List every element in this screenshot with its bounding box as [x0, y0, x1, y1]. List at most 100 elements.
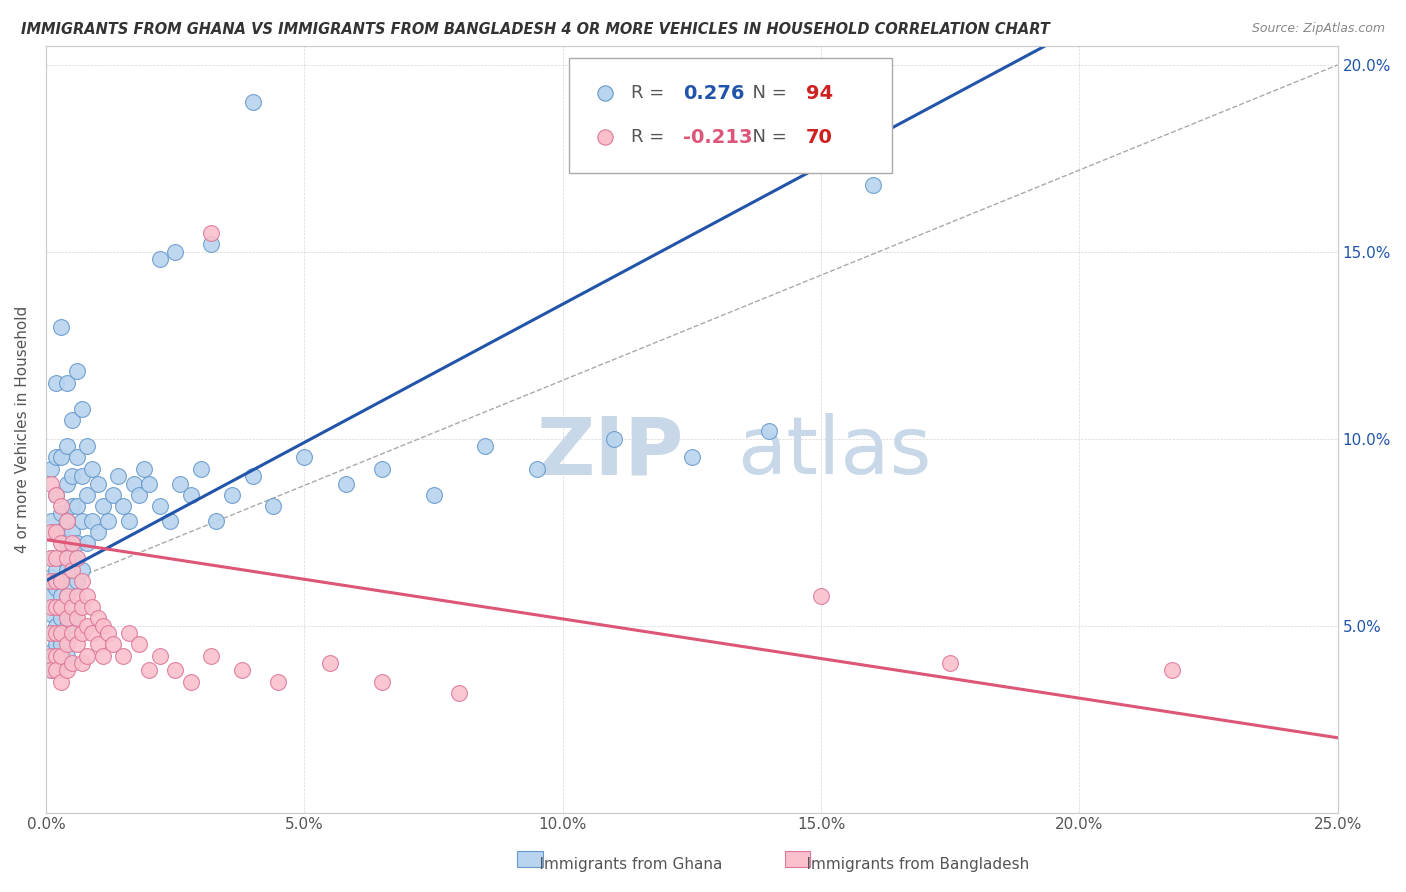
Point	[242, 469, 264, 483]
Point	[70, 626, 93, 640]
Point	[242, 95, 264, 110]
Point	[45, 525, 67, 540]
Point	[82, 514, 104, 528]
Point	[66, 589, 89, 603]
Text: 70: 70	[806, 128, 832, 146]
Point	[39, 525, 62, 540]
Point	[66, 637, 89, 651]
Point	[862, 178, 884, 192]
Point	[128, 488, 150, 502]
Point	[70, 563, 93, 577]
Point	[758, 424, 780, 438]
Point	[82, 461, 104, 475]
Point	[55, 589, 77, 603]
Point	[55, 514, 77, 528]
Point	[45, 648, 67, 663]
Point	[39, 664, 62, 678]
Point	[91, 648, 114, 663]
Point	[70, 656, 93, 670]
Point	[39, 461, 62, 475]
Point	[117, 514, 139, 528]
Point	[60, 536, 83, 550]
Point	[66, 536, 89, 550]
Point	[101, 637, 124, 651]
Point	[39, 574, 62, 588]
Text: Immigrants from Ghana: Immigrants from Ghana	[520, 857, 723, 872]
Point	[51, 626, 73, 640]
Text: N =: N =	[741, 84, 793, 103]
Point	[39, 514, 62, 528]
Point	[371, 461, 394, 475]
Point	[180, 488, 202, 502]
Point	[55, 439, 77, 453]
Point	[149, 252, 172, 267]
Point	[60, 469, 83, 483]
Point	[66, 499, 89, 513]
Point	[86, 637, 108, 651]
Point	[267, 674, 290, 689]
Point	[681, 450, 703, 465]
Point	[39, 551, 62, 566]
Point	[45, 599, 67, 614]
Point	[335, 476, 357, 491]
Point	[55, 551, 77, 566]
Point	[51, 551, 73, 566]
Point	[51, 611, 73, 625]
Point	[200, 226, 222, 240]
Point	[60, 413, 83, 427]
Point	[138, 476, 160, 491]
Point	[60, 581, 83, 595]
Point	[55, 618, 77, 632]
Point	[86, 611, 108, 625]
Text: atlas: atlas	[737, 413, 931, 491]
Point	[91, 499, 114, 513]
Point	[70, 574, 93, 588]
Text: R =: R =	[631, 128, 671, 146]
Point	[70, 599, 93, 614]
Point	[603, 432, 626, 446]
Point	[97, 626, 120, 640]
Point	[51, 507, 73, 521]
Point	[122, 476, 145, 491]
Point	[45, 376, 67, 390]
Point	[60, 499, 83, 513]
Point	[45, 581, 67, 595]
Point	[165, 244, 187, 259]
Point	[70, 469, 93, 483]
Point	[101, 488, 124, 502]
Point	[60, 551, 83, 566]
Point	[45, 664, 67, 678]
Point	[45, 618, 67, 632]
Point	[51, 574, 73, 588]
Text: 94: 94	[806, 84, 832, 103]
Point	[39, 589, 62, 603]
Point	[39, 626, 62, 640]
Point	[51, 674, 73, 689]
Point	[86, 525, 108, 540]
Point	[128, 637, 150, 651]
Point	[76, 618, 98, 632]
Point	[292, 450, 315, 465]
Point	[45, 574, 67, 588]
Point	[1161, 664, 1184, 678]
Point	[70, 514, 93, 528]
Point	[86, 476, 108, 491]
Text: R =: R =	[631, 84, 671, 103]
Point	[107, 469, 129, 483]
Point	[76, 439, 98, 453]
Point	[45, 488, 67, 502]
Point	[117, 626, 139, 640]
Text: ZIP: ZIP	[537, 413, 685, 491]
Point	[60, 563, 83, 577]
Point	[55, 536, 77, 550]
Point	[39, 607, 62, 622]
Point	[45, 626, 67, 640]
Point	[39, 626, 62, 640]
Point	[51, 536, 73, 550]
Point	[138, 664, 160, 678]
Point	[55, 648, 77, 663]
Point	[60, 525, 83, 540]
Point	[112, 499, 135, 513]
Point	[319, 656, 342, 670]
Point	[55, 514, 77, 528]
